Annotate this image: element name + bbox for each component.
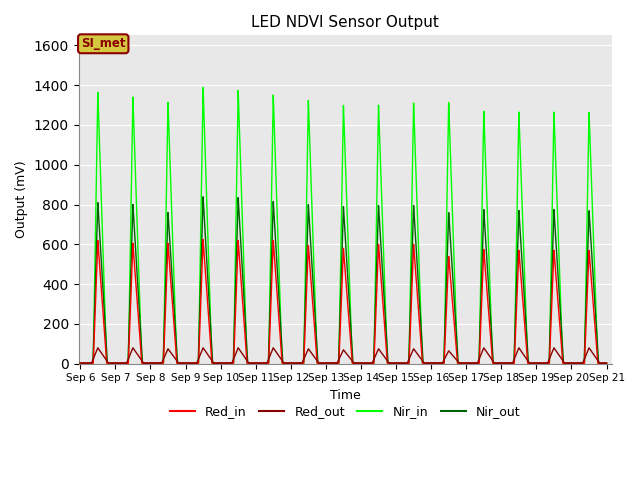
Title: LED NDVI Sensor Output: LED NDVI Sensor Output (252, 15, 439, 30)
X-axis label: Time: Time (330, 389, 360, 402)
Legend: Red_in, Red_out, Nir_in, Nir_out: Red_in, Red_out, Nir_in, Nir_out (165, 400, 525, 423)
Text: SI_met: SI_met (81, 37, 125, 50)
Y-axis label: Output (mV): Output (mV) (15, 161, 28, 239)
